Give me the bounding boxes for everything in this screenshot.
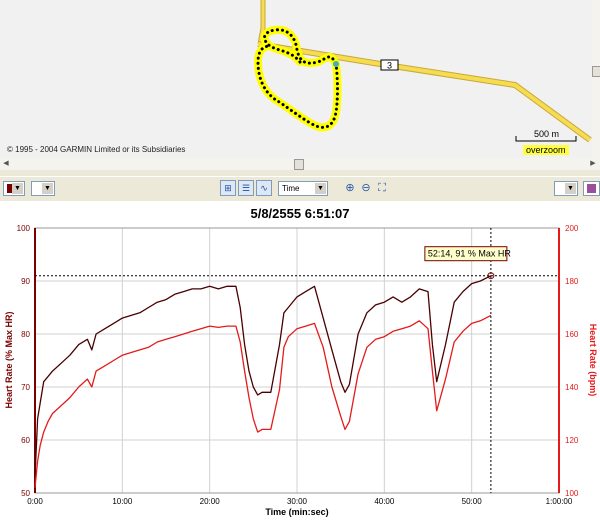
scale-bar	[515, 136, 577, 142]
scale-label: 500 m	[534, 129, 560, 139]
left-series-select[interactable]: ▼	[31, 181, 55, 196]
left-series-color-picker[interactable]: ▼	[3, 181, 25, 196]
overzoom-badge: overzoom	[523, 145, 569, 155]
map-view[interactable]: 3 © 1995 - 2004 GARMIN Limited or its Su…	[0, 0, 600, 159]
axis-ticks: 0:00 10:00 20:00 30:00 40:00 50:00 1:00:001009…	[17, 224, 579, 506]
cursor-marker	[487, 272, 495, 280]
cursor-tooltip-text: 52:14, 91 % Max HR	[428, 249, 512, 259]
left-tick-label: 90	[21, 277, 30, 286]
chevron-down-icon: ▼	[315, 183, 326, 194]
chevron-down-icon: ▼	[42, 183, 53, 194]
right-axis-label: Heart Rate (bpm)	[588, 324, 598, 397]
map-horizontal-scroll-thumb[interactable]	[294, 159, 304, 170]
chevron-down-icon: ▼	[12, 183, 23, 194]
right-series-color-swatch	[587, 184, 596, 193]
heart-rate-chart[interactable]: 5/8/2555 6:51:07 0:00 10:00 20:00 30:00 40:0…	[0, 201, 600, 524]
scroll-left-icon[interactable]: ◀	[3, 160, 9, 167]
series-group	[34, 275, 492, 488]
left-tick-label: 60	[21, 436, 30, 445]
cursor-tooltip-box	[424, 246, 508, 262]
chart-type-b-icon[interactable]: ☰	[238, 180, 254, 196]
road-number-box	[380, 59, 399, 71]
road-number-label: 3	[387, 61, 392, 71]
x-tick-label: 20:00	[200, 497, 221, 506]
left-tick-label: 80	[21, 330, 30, 339]
right-tick-label: 120	[565, 436, 579, 445]
right-tick-label: 180	[565, 277, 579, 286]
fit-icon[interactable]: ⛶	[378, 182, 386, 194]
right-tick-label: 140	[565, 383, 579, 392]
x-tick-label: 40:00	[374, 497, 395, 506]
road-main	[257, 42, 592, 142]
chart-type-c-icon[interactable]: ∿	[256, 180, 272, 196]
map-vertical-scroll-thumb[interactable]	[592, 66, 600, 77]
left-tick-label: 100	[17, 224, 31, 233]
chevron-down-icon: ▼	[565, 183, 576, 194]
chart-title: 5/8/2555 6:51:07	[250, 206, 350, 221]
x-tick-label: 50:00	[462, 497, 483, 506]
left-series-color-swatch	[7, 184, 16, 193]
x-axis-label: Time (min:sec)	[265, 507, 328, 517]
time-axis-select-value: Time	[282, 184, 300, 193]
map-copyright: © 1995 - 2004 GARMIN Limited or its Subs…	[7, 145, 186, 154]
grid-lines	[35, 228, 559, 493]
right-series-select[interactable]: ▼	[554, 181, 578, 196]
chart-type-a-icon[interactable]: ⊞	[220, 180, 236, 196]
percent-max-hr-series	[34, 275, 492, 478]
map-canvas[interactable]: 3	[0, 0, 600, 158]
map-vertical-scrollbar[interactable]	[592, 0, 600, 158]
left-tick-label: 70	[21, 383, 30, 392]
right-series-color-picker[interactable]	[583, 181, 600, 196]
track-position-marker	[333, 61, 339, 67]
zoom-in-icon[interactable]: ⊕	[345, 182, 355, 194]
chart-toolbar: ▼ ▼ ⊞ ☰ ∿ Time ▼ ⊕ ⊖ ⛶ ▼	[0, 176, 600, 202]
right-tick-label: 100	[565, 489, 579, 498]
map-horizontal-scrollbar[interactable]: ◀ ▶	[0, 158, 600, 170]
x-tick-label: 1:00:00	[546, 497, 573, 506]
right-tick-label: 200	[565, 224, 579, 233]
time-axis-select[interactable]: Time ▼	[278, 181, 328, 196]
x-tick-label: 30:00	[287, 497, 308, 506]
right-tick-label: 160	[565, 330, 579, 339]
bpm-series	[34, 314, 492, 488]
chart-plot[interactable]: 0:00 10:00 20:00 30:00 40:00 50:00 1:00:001009…	[0, 201, 600, 524]
x-tick-label: 0:00	[27, 497, 43, 506]
left-axis-label: Heart Rate (% Max HR)	[4, 311, 14, 408]
scroll-right-icon[interactable]: ▶	[590, 160, 596, 167]
zoom-out-icon[interactable]: ⊖	[361, 182, 371, 194]
x-tick-label: 10:00	[112, 497, 133, 506]
left-tick-label: 50	[21, 489, 30, 498]
